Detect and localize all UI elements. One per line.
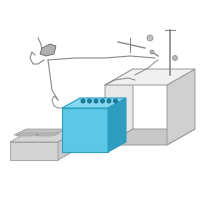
Polygon shape bbox=[14, 129, 66, 135]
Polygon shape bbox=[10, 131, 78, 142]
Polygon shape bbox=[36, 133, 59, 136]
Polygon shape bbox=[108, 98, 126, 152]
Polygon shape bbox=[105, 129, 195, 145]
Polygon shape bbox=[105, 69, 195, 85]
Circle shape bbox=[94, 99, 98, 103]
Polygon shape bbox=[40, 44, 56, 56]
Polygon shape bbox=[62, 108, 108, 152]
Circle shape bbox=[101, 99, 104, 103]
Circle shape bbox=[88, 99, 91, 103]
Polygon shape bbox=[167, 69, 195, 145]
Polygon shape bbox=[58, 131, 78, 160]
Polygon shape bbox=[10, 142, 58, 160]
Circle shape bbox=[81, 99, 85, 103]
Circle shape bbox=[114, 99, 117, 103]
Polygon shape bbox=[105, 69, 133, 145]
Circle shape bbox=[147, 35, 153, 41]
Circle shape bbox=[150, 50, 154, 54]
Polygon shape bbox=[16, 133, 39, 136]
Polygon shape bbox=[62, 98, 126, 108]
Circle shape bbox=[172, 55, 178, 60]
Circle shape bbox=[107, 99, 111, 103]
